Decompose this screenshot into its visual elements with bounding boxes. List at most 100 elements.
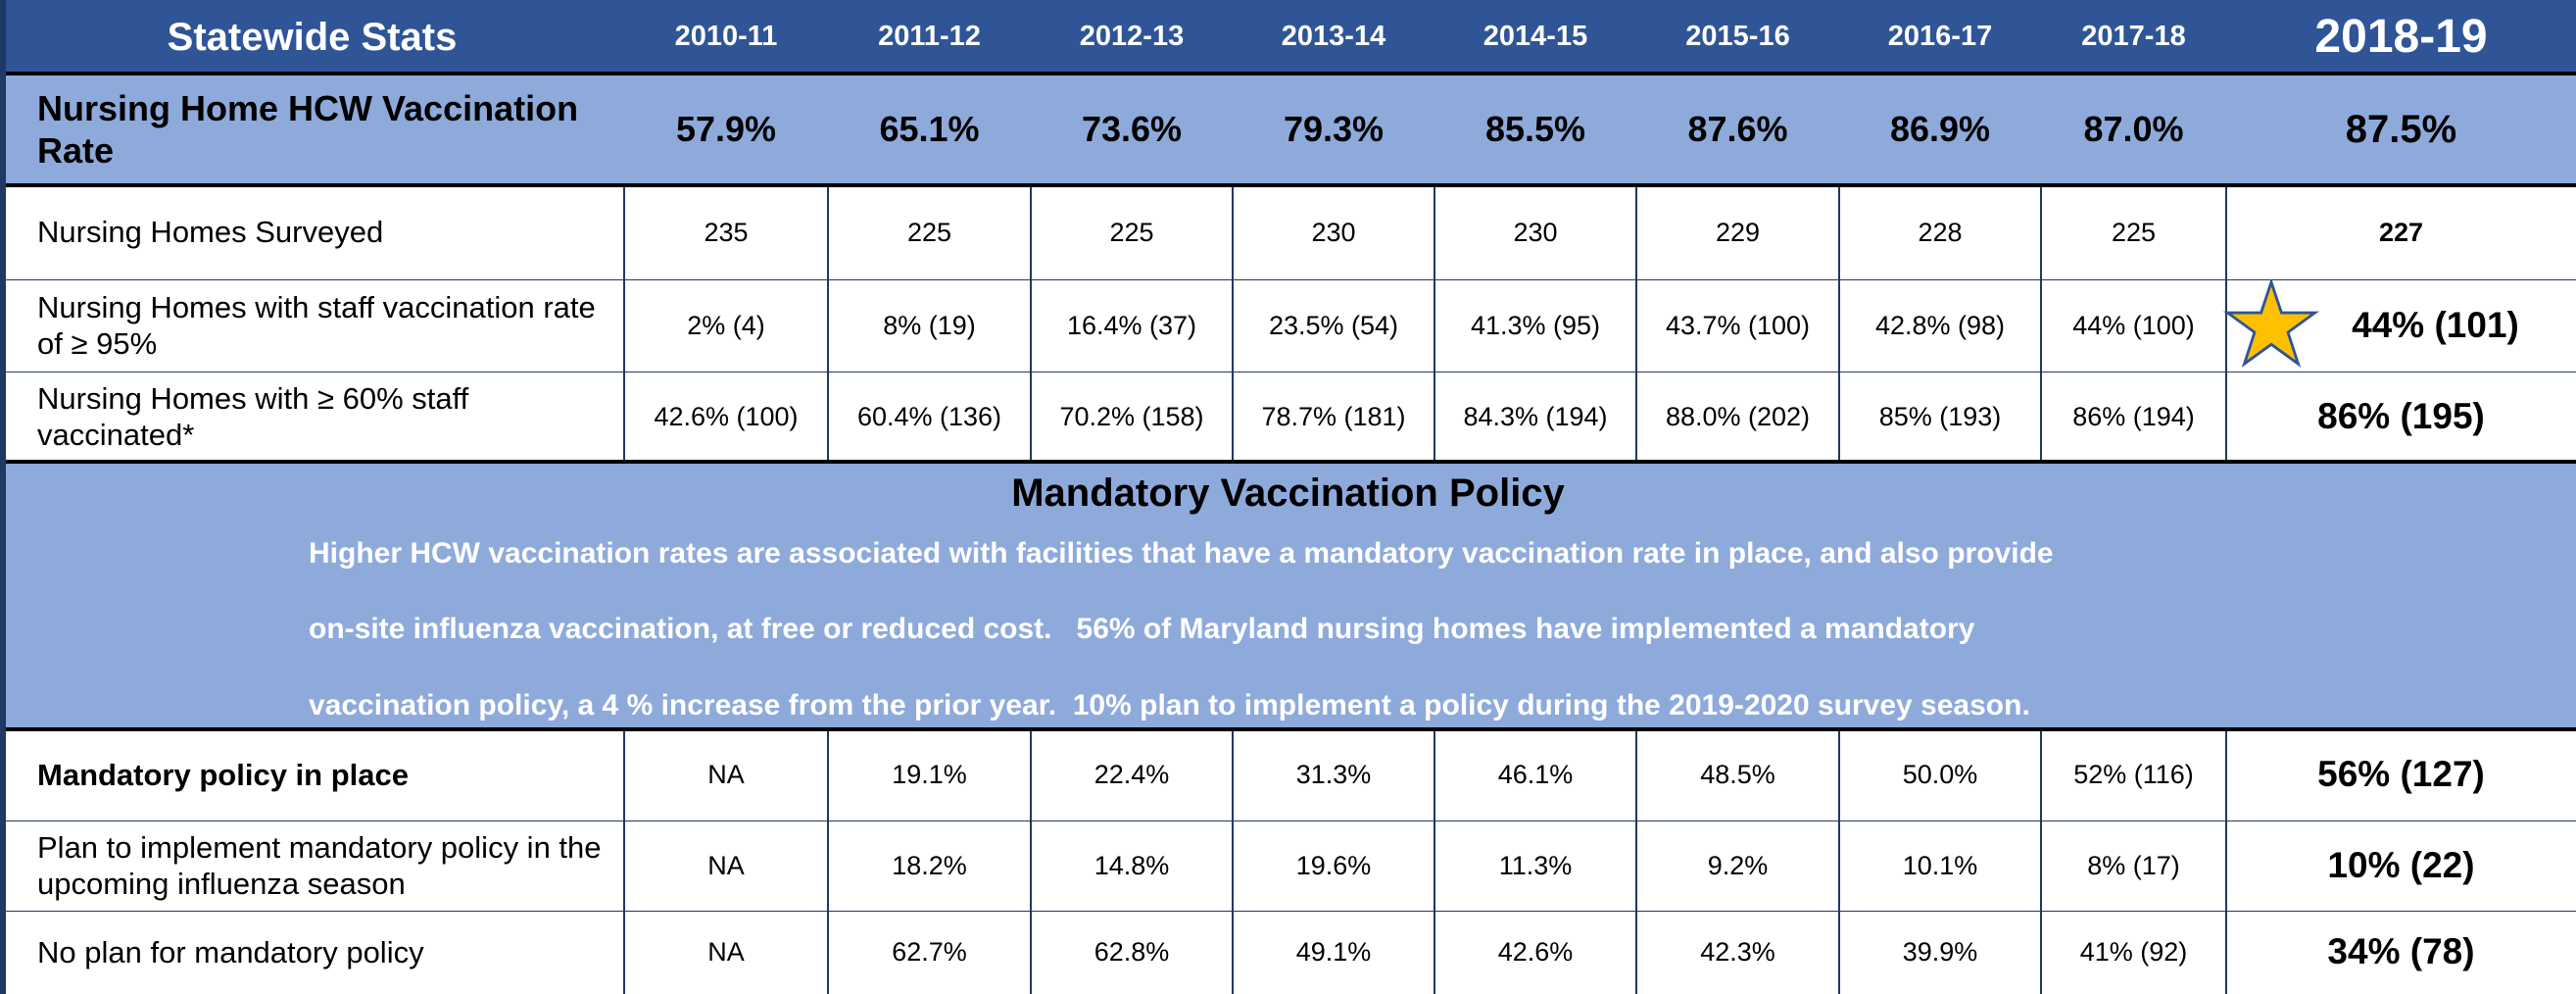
row-value: 88.0% (202) (1665, 401, 1811, 431)
header-bg (0, 0, 2576, 74)
row-value: 62.8% (1094, 937, 1170, 968)
row-label: Nursing Homes with staff vaccination rat… (37, 289, 596, 361)
row-value: 227 (2378, 217, 2424, 247)
row-value: 39.9% (1902, 937, 1978, 968)
row-value: 42.8% (98) (1874, 310, 2006, 340)
row-value: 14.8% (1094, 850, 1170, 880)
section-line (0, 183, 2576, 187)
column-line (2040, 185, 2042, 462)
policy-bg (0, 462, 2576, 729)
rate-value: 73.6% (1081, 109, 1183, 150)
column-line (2225, 729, 2227, 994)
rate-value: 57.9% (675, 109, 777, 150)
column-line (1635, 185, 1637, 462)
star-icon (2223, 279, 2319, 368)
column-line (1838, 185, 1840, 462)
row-value: 235 (704, 217, 749, 247)
section-line (0, 727, 2576, 731)
row-value: 230 (1513, 217, 1558, 247)
left-border (0, 0, 6, 994)
column-line (1838, 729, 1840, 994)
row-line (0, 279, 2576, 280)
row-line (0, 820, 2576, 821)
row-value: 86% (195) (2317, 395, 2485, 436)
year-header: 2013-14 (1281, 21, 1386, 53)
row-value: 42.3% (1700, 937, 1775, 968)
row-value: 41% (92) (2079, 937, 2188, 968)
row-value: 225 (906, 217, 952, 247)
row-value: 229 (1715, 217, 1761, 247)
row-value: 62.7% (892, 937, 967, 968)
row-value: 42.6% (100) (654, 401, 799, 431)
row-value: 86% (194) (2072, 401, 2195, 431)
row-value: 50.0% (1902, 760, 1978, 790)
row-value: 23.5% (54) (1268, 310, 1399, 340)
row-value: 41.3% (95) (1470, 310, 1601, 340)
column-line (623, 729, 625, 994)
row-label: Nursing Homes Surveyed (37, 215, 384, 250)
column-line (623, 185, 625, 462)
row-value: 11.3% (1498, 850, 1573, 880)
row-label: Mandatory policy in place (37, 757, 409, 792)
column-line (2040, 729, 2042, 994)
row-value: 46.1% (1497, 760, 1574, 790)
header-title: Statewide Stats (167, 15, 458, 59)
row-value: 70.2% (158) (1059, 401, 1204, 431)
year-header: 2016-17 (1887, 21, 1993, 53)
column-line (2225, 185, 2227, 462)
row-value: NA (707, 850, 745, 880)
year-header: 2011-12 (878, 21, 981, 53)
year-header: 2012-13 (1079, 21, 1185, 53)
row-value: 225 (2111, 217, 2157, 247)
column-line (1434, 729, 1435, 994)
row-value: 44% (100) (2072, 310, 2195, 340)
row-value: 60.4% (136) (856, 401, 1002, 431)
row-label: No plan for mandatory policy (37, 934, 424, 969)
row-value: 42.6% (1497, 937, 1574, 968)
rate-label: Nursing Home HCW Vaccination Rate (37, 87, 579, 171)
year-header: 2018-19 (2314, 10, 2488, 63)
column-line (1030, 729, 1032, 994)
row-value: 44% (101) (2352, 304, 2519, 345)
row-value: 230 (1311, 217, 1356, 247)
row-line (0, 372, 2576, 373)
row-value: 225 (1109, 217, 1154, 247)
column-line (1232, 185, 1234, 462)
policy-title: Mandatory Vaccination Policy (1011, 471, 1565, 515)
policy-text: vaccination policy, a 4 % increase from … (309, 689, 2030, 721)
column-line (1232, 729, 1234, 994)
column-line (827, 185, 829, 462)
row-value: 8% (17) (2087, 850, 2180, 880)
row-value: NA (707, 760, 745, 790)
policy-text: Higher HCW vaccination rates are associa… (309, 537, 2054, 570)
row-value: 18.2% (892, 850, 967, 880)
rate-value: 79.3% (1283, 109, 1385, 150)
rate-bg (0, 74, 2576, 185)
row-value: 9.2% (1707, 850, 1769, 880)
row-value: 43.7% (100) (1665, 310, 1811, 340)
rate-value: 86.9% (1889, 109, 1991, 150)
row-line (0, 911, 2576, 912)
row-value: 10.1% (1902, 850, 1978, 880)
column-line (1434, 185, 1435, 462)
row-label: Nursing Homes with ≥ 60% staff vaccinate… (37, 380, 469, 452)
column-line (827, 729, 829, 994)
row-label: Plan to implement mandatory policy in th… (37, 829, 602, 901)
row-value: 52% (116) (2073, 760, 2194, 790)
row-value: 228 (1918, 217, 1963, 247)
row-value: 34% (78) (2327, 931, 2475, 972)
column-line (1030, 185, 1032, 462)
year-header: 2015-16 (1685, 21, 1790, 53)
row-value: 84.3% (194) (1463, 401, 1608, 431)
rate-value: 87.0% (2083, 109, 2184, 150)
year-header: 2017-18 (2081, 21, 2186, 53)
year-header: 2010-11 (674, 21, 778, 53)
row-value: 19.1% (892, 760, 967, 790)
policy-text: on-site influenza vaccination, at free o… (309, 613, 1975, 645)
rate-value: 87.6% (1687, 109, 1788, 150)
row-value: 31.3% (1295, 760, 1372, 790)
row-value: 48.5% (1700, 760, 1775, 790)
star (2223, 279, 2319, 368)
row-value: 8% (19) (883, 310, 976, 340)
